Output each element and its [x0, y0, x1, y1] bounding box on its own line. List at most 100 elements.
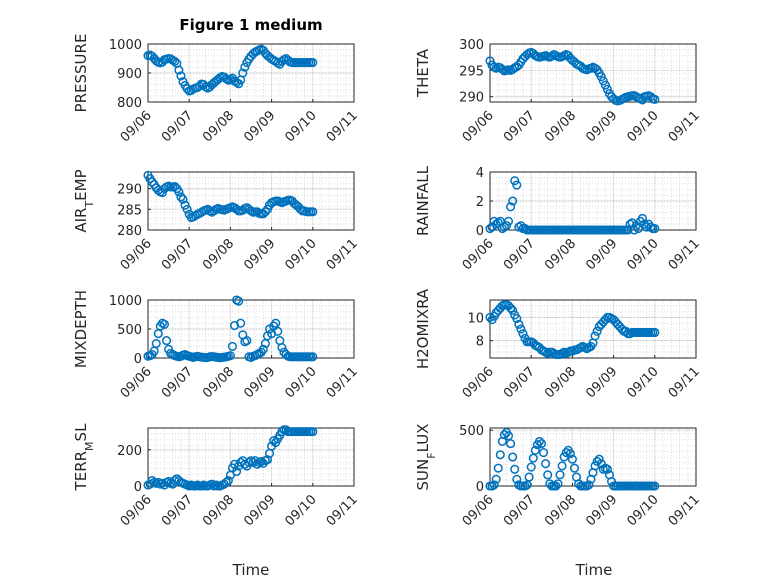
data-point [514, 319, 524, 329]
data-point [508, 196, 518, 206]
data-point [485, 312, 495, 322]
data-point [539, 447, 549, 458]
data-point [650, 481, 660, 491]
y-axis-label: SUNFLUX [414, 424, 438, 491]
data-point [512, 474, 522, 484]
x-tick-label: 09/10 [625, 236, 662, 273]
y-tick-label: 8 [476, 335, 484, 350]
x-tick-label: 09/10 [625, 108, 662, 145]
y-tick-label: 200 [117, 444, 142, 459]
x-tick-label: 09/11 [666, 492, 703, 529]
data-point [308, 207, 318, 217]
data-point [221, 477, 231, 487]
data-point [161, 336, 172, 346]
figure-title: Figure 1 medium [179, 16, 322, 34]
subplot-theta: 09/06 09/07 09/08 09/09 09/10 09/11 290 295 300 T… [414, 38, 703, 145]
data-point [623, 225, 633, 235]
x-tick-label: 09/11 [324, 236, 361, 273]
data-point [174, 65, 184, 75]
x-tick-label: 09/09 [241, 492, 278, 529]
data-point [594, 454, 604, 464]
data-point [516, 324, 526, 334]
y-tick-label: 300 [459, 38, 484, 53]
data-point [551, 481, 561, 491]
x-tick-label: 09/09 [241, 236, 278, 273]
data-point [234, 296, 244, 306]
data-point [508, 305, 518, 315]
data-point [555, 470, 565, 480]
subplot-mixdepth: 09/06 09/07 09/08 09/09 09/10 09/11 0 500 1000 MI… [72, 290, 361, 401]
data-point [584, 480, 594, 490]
data-point [629, 225, 639, 235]
x-tick-label: 09/07 [501, 236, 538, 273]
data-point [524, 472, 534, 482]
y-tick-label: 10 [467, 311, 484, 326]
data-point [485, 56, 495, 66]
data-point [590, 331, 600, 341]
data-point [495, 450, 505, 460]
data-point [650, 327, 660, 338]
x-tick-label: 09/07 [159, 108, 196, 145]
data-point [147, 177, 157, 187]
y-axis-label: AIRTEMP [72, 169, 96, 232]
subplot-sunflux: 09/06 09/07 09/08 09/09 09/10 09/11 0 500 SUNFLU… [414, 424, 703, 530]
x-tick-label: 09/11 [666, 108, 703, 145]
data-point [240, 62, 250, 72]
x-tick-label: 09/10 [283, 108, 320, 145]
data-point [553, 479, 563, 489]
data-point [520, 224, 530, 234]
x-tick-label: 09/06 [460, 364, 497, 401]
data-point [518, 329, 528, 339]
y-tick-label: 500 [117, 323, 142, 338]
data-point [543, 470, 553, 480]
data-point [238, 68, 248, 78]
data-point [503, 216, 514, 226]
data-point [491, 474, 501, 484]
data-point [499, 430, 509, 440]
x-tick-label: 09/09 [583, 492, 620, 529]
data-point [567, 454, 577, 464]
data-point [269, 436, 279, 446]
data-point [530, 445, 540, 455]
data-point [170, 476, 180, 486]
data-point [151, 338, 161, 349]
data-point [242, 336, 252, 346]
subplot-h2omixra: 09/06 09/07 09/08 09/09 09/10 09/11 8 10 H2OMIXR… [414, 288, 703, 401]
subplot-terrmsl: 09/06 09/07 09/08 09/09 09/10 09/11 0 200 TERRMS… [72, 423, 361, 529]
data-point [489, 480, 499, 490]
data-point [277, 343, 287, 353]
data-point [227, 341, 238, 351]
y-tick-label: 285 [117, 203, 142, 218]
data-point [271, 318, 281, 328]
data-point [256, 456, 266, 467]
data-point [176, 71, 186, 81]
x-tick-label: 09/07 [159, 236, 196, 273]
x-tick-label: 09/09 [583, 108, 620, 145]
data-point [232, 466, 242, 477]
data-point [506, 202, 516, 212]
x-tick-label: 09/07 [159, 492, 196, 529]
data-point [178, 194, 188, 204]
data-point [512, 314, 522, 324]
x-tick-label: 09/11 [666, 236, 703, 273]
data-point [541, 459, 551, 469]
x-tick-label: 09/08 [200, 492, 237, 529]
data-point [569, 463, 580, 473]
data-point [493, 463, 503, 473]
data-point [598, 76, 608, 86]
y-axis-label: RAINFALL [414, 165, 432, 236]
plot-area [147, 299, 355, 359]
x-tick-label: 09/10 [283, 492, 320, 529]
x-tick-label: 09/11 [666, 364, 703, 401]
subplot-rainfall: 09/06 09/07 09/08 09/09 09/10 09/11 0 2 4 RAINFAL… [414, 165, 703, 273]
x-tick-label: 09/10 [283, 364, 320, 401]
data-point [182, 204, 192, 214]
data-point [565, 449, 575, 459]
subplot-grid: 09/06 09/07 09/08 09/09 09/10 09/118009001000… [72, 34, 703, 530]
y-tick-label: 290 [117, 183, 142, 198]
x-tick-label: 09/07 [159, 364, 196, 401]
x-tick-label: 09/11 [324, 492, 361, 529]
x-axis-label-left: Time [232, 561, 270, 579]
data-point [258, 344, 268, 354]
